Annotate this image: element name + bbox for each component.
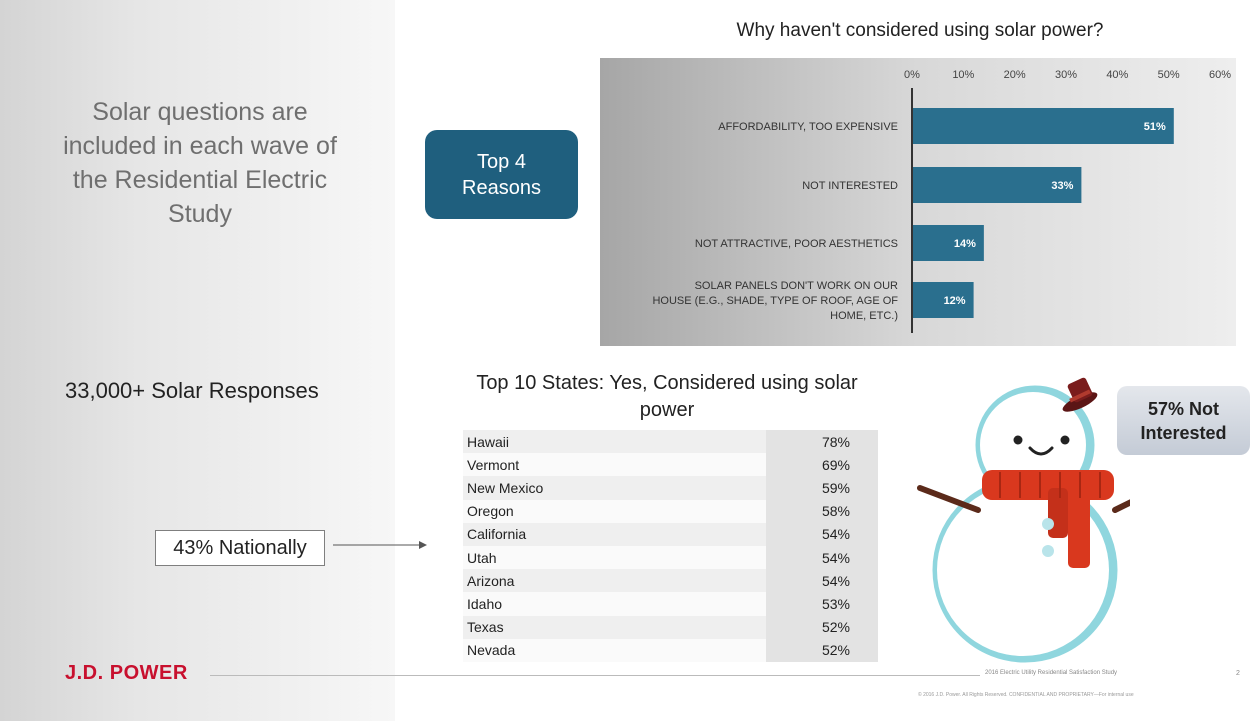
x-tick-label: 50%: [1158, 69, 1180, 81]
intro-line: Study: [168, 200, 232, 228]
scarf-icon: [982, 470, 1114, 568]
table-row: New Mexico 59%: [463, 476, 878, 500]
category-label: AFFORDABILITY, TOO EXPENSIVE: [718, 121, 898, 133]
snowman-eye: [1013, 435, 1023, 445]
state-name: Texas: [463, 615, 766, 639]
table-row: Idaho 53%: [463, 592, 878, 616]
snowman-arm: [1112, 499, 1130, 513]
table-row: Oregon 58%: [463, 499, 878, 523]
state-name: California: [463, 522, 766, 546]
x-tick-label: 0%: [904, 69, 920, 81]
state-value: 59%: [766, 476, 878, 500]
bar-data-label: 12%: [944, 295, 966, 307]
state-name: Nevada: [463, 638, 766, 662]
jd-power-logo: J.D. POWER: [65, 662, 188, 684]
top4-line: Top 4: [477, 150, 526, 173]
snowman-illustration: [917, 377, 1130, 663]
state-value: 58%: [766, 499, 878, 523]
bar-data-label: 14%: [954, 238, 976, 250]
states-table: Hawaii 78% Vermont 69% New Mexico 59% Orego…: [463, 430, 878, 662]
state-name: Arizona: [463, 569, 766, 593]
bar: [913, 167, 1082, 203]
bar: [913, 225, 984, 261]
bar-data-label: 51%: [1144, 121, 1166, 133]
state-value: 69%: [766, 453, 878, 477]
table-row: Hawaii 78%: [463, 430, 878, 454]
x-tick-label: 10%: [952, 69, 974, 81]
table-row: Texas 52%: [463, 615, 878, 639]
states-title-line: power: [639, 399, 695, 421]
snowman-button: [1042, 518, 1054, 530]
state-name: Hawaii: [463, 430, 766, 454]
x-tick-label: 60%: [1209, 69, 1231, 81]
snowman-eye: [1060, 435, 1070, 445]
state-value: 53%: [766, 592, 878, 616]
bar: [913, 282, 974, 318]
state-value: 52%: [766, 638, 878, 662]
nationally-box: 43% Nationally: [155, 530, 325, 566]
x-tick-label: 20%: [1004, 69, 1026, 81]
responses-count: 33,000+ Solar Responses: [65, 378, 319, 403]
top4-line: Reasons: [462, 176, 541, 199]
footer-divider: [210, 675, 980, 676]
chart-area: 0% 10% 20% 30% 40% 50% 60% 51% AFFORDABILITY, TO…: [600, 58, 1236, 346]
state-value: 54%: [766, 545, 878, 570]
state-name: Oregon: [463, 499, 766, 523]
intro-line: Solar questions are: [92, 98, 308, 126]
states-title: Top 10 States: Yes, Considered using sol…: [452, 370, 882, 424]
left-panel: [0, 0, 395, 721]
state-value: 54%: [766, 569, 878, 593]
not-interested-badge: 57% Not Interested: [1117, 386, 1250, 455]
state-name: New Mexico: [463, 476, 766, 500]
badge-line: Interested: [1140, 422, 1227, 443]
arrow-right-icon: [333, 541, 427, 549]
bar: [913, 108, 1174, 144]
intro-text: Solar questions are included in each wav…: [45, 95, 355, 231]
table-row: Utah 54%: [463, 545, 878, 570]
footer-copyright: © 2016 J.D. Power. All Rights Reserved. …: [918, 692, 1134, 698]
intro-line: the Residential Electric: [72, 166, 328, 194]
table-row: Arizona 54%: [463, 569, 878, 593]
category-label: HOUSE (E.G., SHADE, TYPE OF ROOF, AGE OF: [652, 295, 898, 307]
state-name: Vermont: [463, 453, 766, 477]
top4-callout: Top 4 Reasons: [425, 130, 578, 219]
states-title-line: Top 10 States: Yes, Considered using sol…: [476, 372, 858, 394]
state-value: 78%: [766, 430, 878, 454]
snowman-smile: [1028, 446, 1054, 456]
footer-study-name: 2016 Electric Utility Residential Satisf…: [985, 670, 1118, 676]
page-number: 2: [1236, 670, 1240, 677]
top-hat-icon: [1062, 377, 1098, 412]
category-label: NOT INTERESTED: [802, 180, 898, 192]
category-label: HOME, ETC.): [830, 310, 898, 322]
category-label: SOLAR PANELS DON'T WORK ON OUR: [695, 280, 898, 292]
x-tick-label: 30%: [1055, 69, 1077, 81]
table-row: California 54%: [463, 522, 878, 546]
intro-line: included in each wave of: [63, 132, 337, 160]
snowman-button: [1042, 545, 1054, 557]
state-name: Idaho: [463, 592, 766, 616]
x-tick-label: 40%: [1106, 69, 1128, 81]
category-label: NOT ATTRACTIVE, POOR AESTHETICS: [695, 238, 898, 250]
snowman-arm: [917, 485, 981, 513]
state-value: 54%: [766, 522, 878, 546]
table-row: Nevada 52%: [463, 638, 878, 662]
bar-data-label: 33%: [1051, 180, 1073, 192]
bar-chart: 0% 10% 20% 30% 40% 50% 60% 51% AFFORDABILITY, TO…: [652, 69, 1231, 333]
table-row: Vermont 69%: [463, 453, 878, 477]
state-value: 52%: [766, 615, 878, 639]
badge-line: 57% Not: [1147, 398, 1219, 419]
chart-title: Why haven't considered using solar power…: [736, 20, 1104, 41]
state-name: Utah: [463, 545, 766, 570]
